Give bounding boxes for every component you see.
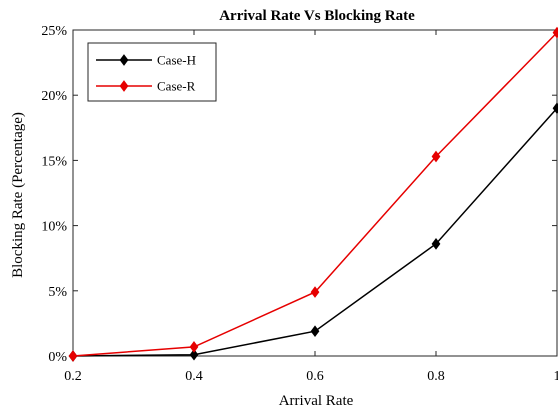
x-tick-label: 0.8: [427, 369, 445, 384]
legend-marker: [119, 80, 129, 92]
legend-label: Case-H: [157, 53, 196, 68]
y-tick-label: 5%: [48, 285, 67, 300]
data-point: [431, 238, 441, 250]
series-line: [72, 107, 558, 357]
data-point: [189, 341, 199, 353]
y-tick-label: 15%: [41, 154, 67, 169]
data-point: [552, 102, 558, 115]
x-tick-label: 0.6: [306, 369, 324, 384]
axis-ticks: 0.2 0.4 0.6 0.8 10%5%10%15%20%25%: [41, 24, 558, 384]
y-axis-label: Blocking Rate (Percentage): [10, 112, 26, 278]
data-point: [552, 26, 558, 39]
x-tick-label: 0.4: [185, 369, 203, 384]
y-tick-label: 10%: [41, 220, 67, 235]
data-point: [310, 325, 320, 338]
y-tick-label: 20%: [41, 89, 67, 104]
data-point: [68, 350, 78, 362]
series-layer: [68, 26, 558, 362]
x-tick-label: 0.2: [64, 369, 82, 384]
y-tick-label: 0%: [48, 350, 67, 365]
legend-label: Case-R: [157, 79, 196, 94]
legend: Case-H Case-R: [87, 42, 217, 102]
legend-box: [87, 42, 217, 102]
data-point: [189, 348, 199, 361]
x-tick-label: 1: [554, 369, 558, 384]
chart-title: Arrival Rate Vs Blocking Rate: [219, 8, 415, 24]
series-case-r: [68, 26, 558, 362]
data-point: [310, 286, 320, 298]
y-tick-label: 25%: [41, 24, 67, 39]
data-point: [431, 150, 441, 163]
x-axis-label: Arrival Rate: [279, 393, 354, 409]
legend-marker: [119, 54, 129, 66]
series-case-h: [68, 102, 558, 362]
